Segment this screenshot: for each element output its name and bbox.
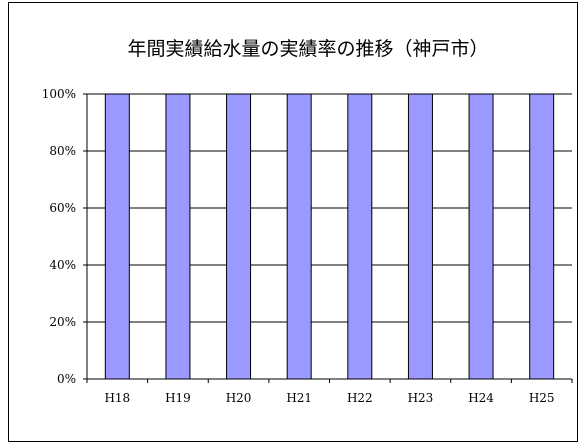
x-tick-label: H19: [165, 391, 191, 405]
x-tick-label: H24: [468, 391, 494, 405]
bars: [104, 93, 555, 380]
axes: [83, 93, 573, 383]
bar: [226, 93, 252, 380]
x-tick-label: H21: [286, 391, 312, 405]
y-tick-label: 40%: [49, 258, 76, 272]
bar-chart: 年間実績給水量の実績率の推移（神戸市） 0% 20% 40% 60% 80% 100% H…: [42, 38, 573, 405]
x-tick-label: H20: [226, 391, 252, 405]
gridlines: [87, 93, 572, 323]
x-tick-label: H22: [347, 391, 373, 405]
y-tick-label: 100%: [42, 87, 76, 101]
y-tick-label: 80%: [49, 144, 76, 158]
bar: [529, 93, 555, 380]
x-tick-labels: H18 H19 H20 H21 H22 H23 H24 H25: [104, 391, 554, 405]
y-tick-label: 0%: [57, 372, 76, 386]
chart-title: 年間実績給水量の実績率の推移（神戸市）: [127, 38, 488, 60]
y-tick-label: 60%: [49, 201, 76, 215]
x-tick-label: H25: [529, 391, 555, 405]
x-tick-label: H23: [408, 391, 434, 405]
bar: [347, 93, 373, 380]
bar: [407, 93, 433, 380]
y-tick-label: 20%: [49, 315, 76, 329]
y-tick-labels: 0% 20% 40% 60% 80% 100%: [42, 87, 76, 386]
x-tick-label: H18: [104, 391, 130, 405]
bar: [104, 93, 130, 380]
bar: [165, 93, 191, 380]
bar: [468, 93, 494, 380]
bar: [286, 93, 312, 380]
